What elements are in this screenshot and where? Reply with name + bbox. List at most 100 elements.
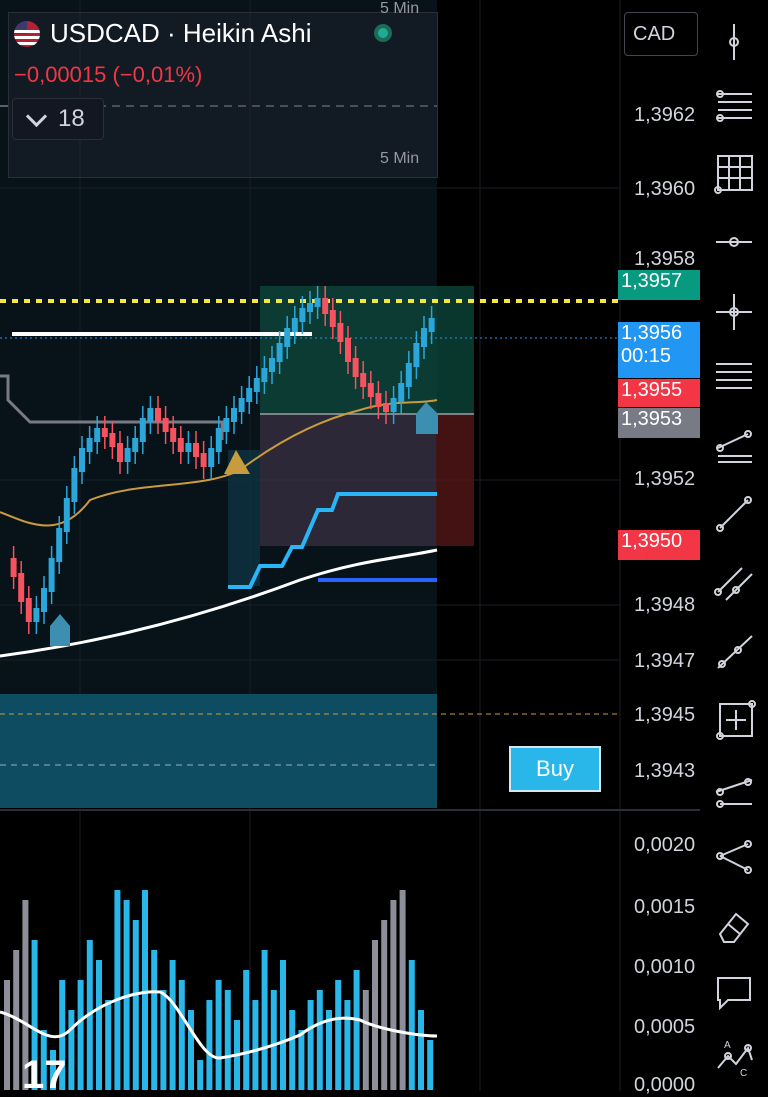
oscillator-bar [280,960,286,1090]
candle-body [56,528,63,562]
oscillator-bar [243,970,250,1090]
extended-line-icon[interactable] [708,764,760,816]
candle-body [139,418,146,442]
heikin-ashi-candles [10,286,435,634]
oscillator-label: 0,0015 [634,896,696,918]
us-flag-icon [14,20,40,47]
candle-body [79,448,85,472]
candle-body [291,318,298,332]
oscillator-bar [390,900,397,1090]
timeframe-label-bottom: 5 Min [380,150,420,167]
candle-body [246,388,253,402]
current-price: 1,3956 [621,322,683,344]
candle-body [375,393,382,407]
comment-icon[interactable] [708,966,760,1018]
oscillator-bar [169,960,176,1090]
oscillator-bar [160,990,167,1090]
candle-body [117,443,123,462]
svg-text:A: A [724,1040,731,1051]
loss-zone-right [436,414,474,546]
candle-body [231,408,237,422]
candle-body [238,398,245,412]
candle-body [269,358,275,372]
price-tag-stop: 1,3950 [618,530,700,560]
candle-body [345,338,351,362]
oscillator-bar [261,950,268,1090]
symbol-title-row[interactable]: USDCAD · Heikin Ashi [14,18,312,49]
ray-icon[interactable] [708,626,760,678]
buy-signal-marker [50,614,70,646]
trend-line-icon[interactable] [708,488,760,540]
candle-body [307,303,313,312]
parallel-channel-icon[interactable] [708,558,760,610]
oscillator-label: 0,0020 [634,834,696,856]
candle-body [155,408,161,422]
candle-body [253,378,260,392]
candle-body [428,318,435,332]
currency-button[interactable]: CAD [624,12,698,56]
candle-body [314,298,321,307]
oscillator-bar [316,990,323,1090]
horizontal-lines-icon[interactable] [708,350,760,402]
candle-body [101,428,108,437]
horizontal-ray-icon[interactable] [708,216,760,268]
oscillator-bar [188,1010,194,1090]
candle-body [421,328,427,347]
pitchfork-icon[interactable] [708,830,760,882]
candle-body [299,308,306,322]
indicators-toggle-button[interactable]: 18 [12,98,104,140]
oscillator-bar [151,950,158,1090]
oscillator-bar [197,1060,204,1090]
oscillator-bar [77,980,84,1090]
channel-icon[interactable] [708,420,760,472]
candle-body [405,363,412,387]
oscillator-bar [326,1010,332,1090]
crosshair-icon[interactable] [708,286,760,338]
oscillator-bar [132,920,139,1090]
symbol-header-box [8,12,438,178]
fib-retracement-icon[interactable] [708,80,760,132]
price-chart[interactable]: 17 [0,0,700,1091]
grid-icon[interactable] [708,148,760,200]
oscillator-bar [224,990,231,1090]
oscillator-bar [31,940,38,1090]
price-label: 1,3952 [634,468,696,490]
price-label: 1,3962 [634,104,696,126]
price-tag-entry: 1,3953 [618,408,700,438]
volume-oscillator [4,890,434,1090]
eraser-icon[interactable] [708,900,760,952]
candle-body [215,428,222,452]
oscillator-bar [427,1040,434,1090]
candle-body [200,453,207,467]
price-label: 1,3948 [634,594,696,616]
oscillator-label: 0,0005 [634,1016,696,1038]
cursor-tool-icon[interactable] [708,16,760,68]
oscillator-bar [40,1030,47,1090]
candle-body [390,398,397,412]
buy-button[interactable]: Buy [509,746,601,792]
candle-body [132,438,139,452]
price-tag-alert: 1,3957 [618,270,700,300]
measure-icon[interactable] [708,694,760,746]
ema-slow [0,548,438,658]
oscillator-signal-line [0,990,438,1060]
candle-body [284,328,291,347]
oscillator-bar [178,980,185,1090]
candle-body [360,373,367,387]
oscillator-bar [105,1000,112,1090]
candle-body [329,310,336,327]
market-open-status-icon [374,24,392,42]
oscillator-bar [4,980,10,1090]
price-label: 1,3958 [634,248,696,270]
demand-zone [0,694,437,808]
oscillator-bar [96,960,102,1090]
oscillator-bar [399,890,406,1090]
oscillator-bar [206,1000,213,1090]
oscillator-bar [372,940,378,1090]
candle-body [337,323,344,342]
price-label: 1,3943 [634,760,696,782]
oscillator-bar [362,990,369,1090]
oscillator-label: 0,0010 [634,956,696,978]
